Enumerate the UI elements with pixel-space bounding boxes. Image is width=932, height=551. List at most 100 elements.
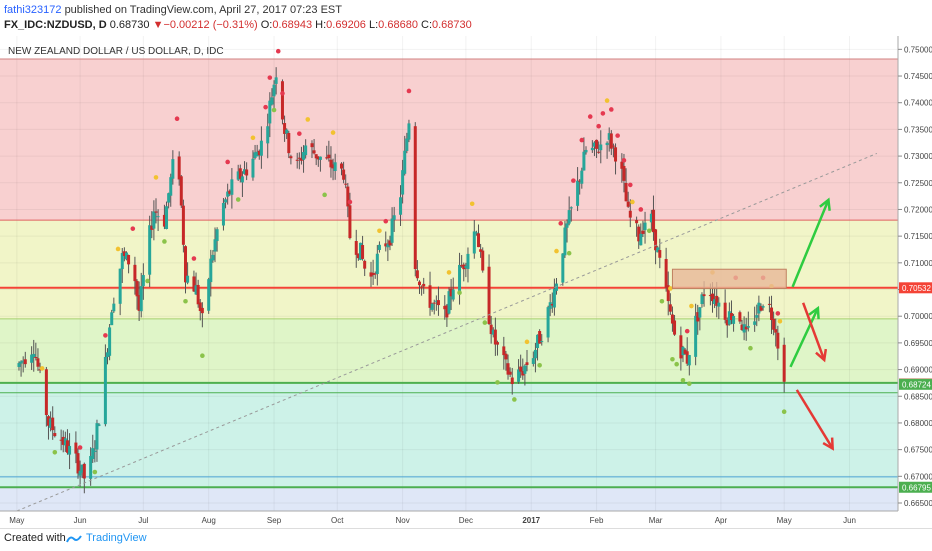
candle-body (36, 358, 40, 367)
signal-dot (579, 137, 585, 143)
candle-body (491, 329, 495, 335)
x-tick-label: May (777, 516, 792, 525)
price-badge (899, 481, 932, 493)
candle-body (432, 302, 436, 304)
signal-dot (92, 469, 98, 475)
x-tick-label: Nov (396, 516, 410, 525)
candle-body (445, 305, 449, 318)
signal-dot (537, 362, 542, 368)
candle-body (181, 205, 185, 245)
candle-body (576, 180, 580, 206)
candle-body (464, 265, 468, 268)
candle-body (502, 346, 506, 356)
candle-body (369, 272, 373, 277)
candle-body (348, 205, 352, 239)
candle-body (403, 150, 407, 174)
y-tick-label: 0.72000 (904, 205, 932, 214)
candle-body (611, 145, 615, 147)
candle-body (106, 352, 110, 358)
candle-body (274, 77, 278, 84)
candle-body (390, 218, 394, 243)
candle-body (68, 445, 72, 455)
candle-body (569, 207, 573, 209)
candle-body (356, 253, 360, 259)
candle-body (656, 247, 660, 253)
candle-body (314, 154, 318, 159)
candle-body (670, 314, 674, 324)
candle-body (755, 315, 759, 318)
x-tick-label: 2017 (522, 516, 540, 525)
candle-body (466, 253, 470, 269)
candle-body (82, 463, 86, 479)
candle-body (715, 295, 719, 306)
y-tick-label: 0.71500 (904, 232, 932, 241)
price-chart[interactable]: 0.75000 0.74500 0.74000 0.73500 0.73000 0.725… (0, 36, 932, 528)
candle-body (614, 147, 618, 162)
candle-body (316, 156, 320, 160)
signal-dot (267, 75, 273, 80)
signal-dot (330, 130, 336, 135)
candle-body (489, 324, 493, 335)
candle-body (525, 362, 529, 365)
signal-dot (604, 98, 610, 103)
candle-body (413, 126, 417, 270)
candle-body (78, 470, 82, 476)
author-name[interactable]: fathi323172 (4, 4, 62, 16)
price-badge-label: 0.70532 (902, 284, 931, 293)
signal-dot (183, 298, 188, 304)
brand-link[interactable]: TradingView (86, 532, 147, 544)
candle-body (207, 279, 211, 311)
signal-dot (130, 226, 136, 231)
signal-dot (39, 366, 45, 371)
y-tick-label: 0.69500 (904, 339, 932, 348)
signal-dot (777, 318, 783, 324)
candle-body (377, 244, 381, 250)
signal-dot (587, 114, 593, 119)
y-tick-label: 0.67000 (904, 472, 932, 481)
candle-body (287, 133, 291, 154)
symbol-name: FX_IDC:NZDUSD, D (4, 19, 107, 31)
candle-body (127, 255, 131, 265)
y-tick-label: 0.70000 (904, 312, 932, 321)
candle-body (510, 377, 514, 385)
candle-body (280, 81, 284, 120)
signal-dot (52, 449, 58, 455)
candle-body (565, 223, 569, 228)
candle-body (184, 246, 188, 283)
candle-body (668, 304, 672, 312)
down-arrow-icon: ▼ (152, 19, 164, 31)
candle-body (167, 193, 171, 203)
candle-body (531, 358, 535, 364)
x-tick-label: Apr (715, 516, 728, 525)
candle-body (578, 180, 582, 182)
candle-body (702, 294, 706, 297)
candle-body (776, 332, 780, 349)
candle-body (213, 239, 217, 252)
candle-body (590, 147, 594, 151)
candle-body (622, 165, 626, 181)
candle-body (462, 264, 466, 270)
candle-body (401, 170, 405, 195)
candle-body (165, 206, 169, 229)
y-tick-label: 0.74500 (904, 72, 932, 81)
candle-body (76, 453, 80, 474)
candle-body (582, 151, 586, 171)
signal-dot (670, 356, 675, 362)
candle-body (555, 283, 559, 291)
candle-body (74, 442, 78, 454)
candle-body (268, 100, 272, 124)
signal-dot (621, 158, 627, 163)
candle-body (38, 369, 42, 371)
candle-body (44, 369, 48, 416)
candle-body (177, 156, 181, 180)
candle-body (561, 253, 565, 283)
signal-dot (457, 290, 462, 296)
signal-dot (263, 104, 268, 110)
signal-dot (566, 250, 572, 256)
candle-body (725, 319, 729, 326)
candle-body (49, 418, 53, 428)
signal-dot (638, 207, 644, 212)
forecast-arrow (801, 302, 826, 361)
x-tick-label: Dec (459, 516, 473, 525)
candle-body (91, 448, 95, 460)
